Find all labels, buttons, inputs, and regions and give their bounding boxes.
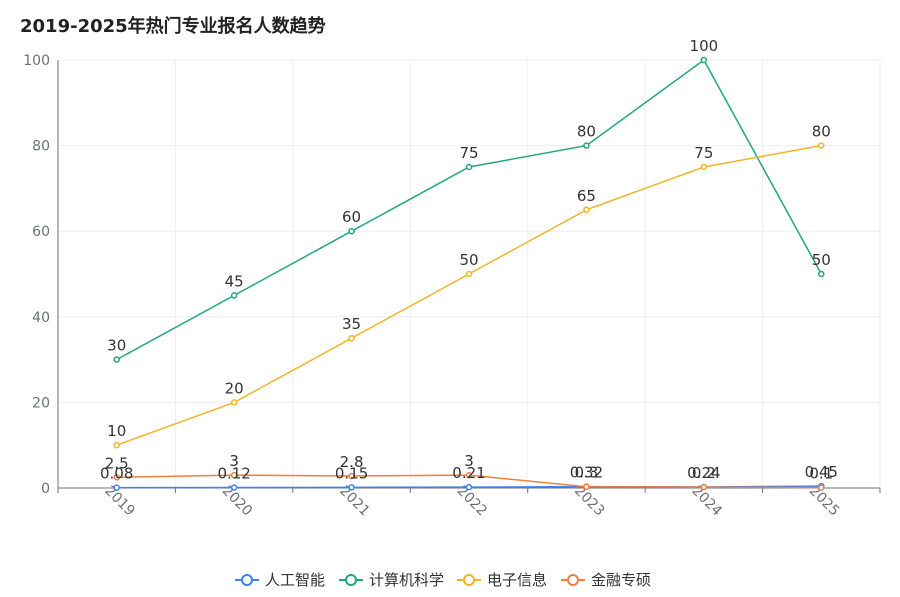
data-label: 100 xyxy=(690,37,719,55)
y-tick-label: 100 xyxy=(23,53,50,69)
data-label: 35 xyxy=(342,315,361,333)
data-point xyxy=(348,484,355,491)
data-label: 80 xyxy=(812,123,831,141)
data-point xyxy=(583,206,590,214)
data-point xyxy=(583,483,590,490)
data-label: 50 xyxy=(459,251,478,269)
data-label: 0.32 xyxy=(570,464,603,482)
data-label: 50 xyxy=(812,251,831,269)
y-tick-label: 0 xyxy=(41,481,50,497)
grid-lines xyxy=(57,59,881,488)
data-point xyxy=(700,483,708,491)
data-label: 20 xyxy=(225,379,244,397)
legend-marker-icon xyxy=(241,574,253,586)
legend-label: 金融专硕 xyxy=(591,571,651,589)
legend-item: 人工智能 xyxy=(235,571,325,589)
data-point xyxy=(348,227,355,235)
data-point xyxy=(818,484,825,491)
data-label: 75 xyxy=(694,144,713,162)
data-point xyxy=(465,270,473,278)
legend-item: 电子信息 xyxy=(457,571,547,589)
y-tick-label: 80 xyxy=(32,139,50,155)
legend-item: 计算机科学 xyxy=(339,571,444,589)
data-label: 10 xyxy=(107,422,126,440)
data-label: 0.1 xyxy=(809,465,833,483)
data-labels: 0.08 0.12 0.15 0.21 0.32 0.24 0.45 30 45 60 75 80 10… xyxy=(100,37,838,483)
legend-label: 计算机科学 xyxy=(369,571,444,589)
data-point xyxy=(230,484,238,491)
y-tick-label: 40 xyxy=(32,310,50,326)
data-label: 0.21 xyxy=(452,464,485,482)
data-label: 0.15 xyxy=(335,464,368,482)
data-point xyxy=(230,399,238,406)
data-label: 30 xyxy=(107,337,126,355)
legend-label: 人工智能 xyxy=(265,571,325,589)
data-point xyxy=(465,471,473,479)
data-label: 45 xyxy=(225,272,244,290)
series-points xyxy=(113,56,825,491)
data-label: 80 xyxy=(577,123,596,141)
data-label: 0.45 xyxy=(805,463,838,481)
data-label: 60 xyxy=(342,208,361,226)
legend: 人工智能 计算机科学 电子信息 金融专硕 xyxy=(235,571,651,589)
data-label: 0.2 xyxy=(692,464,716,482)
legend-marker-icon xyxy=(345,574,357,586)
data-label: 2.5 xyxy=(105,454,129,472)
data-point xyxy=(700,163,708,171)
data-point xyxy=(818,142,825,149)
data-point xyxy=(348,472,355,480)
data-label: 3 xyxy=(464,452,474,470)
series-line xyxy=(116,58,822,361)
data-label: 0.08 xyxy=(100,465,133,483)
data-label: 0.12 xyxy=(217,464,250,482)
data-point xyxy=(113,474,120,481)
data-point xyxy=(348,334,355,342)
data-point xyxy=(700,56,708,64)
data-point xyxy=(230,292,238,299)
y-tick-label: 60 xyxy=(32,224,50,240)
data-label: 2.8 xyxy=(340,453,364,471)
data-point xyxy=(113,484,120,491)
legend-marker-icon xyxy=(567,574,579,586)
data-label: 0.24 xyxy=(687,464,720,482)
data-label: 0.3 xyxy=(574,464,598,482)
legend-marker-icon xyxy=(463,574,475,586)
y-tick-label: 20 xyxy=(32,395,50,411)
series-line xyxy=(116,144,822,446)
legend-item: 金融专硕 xyxy=(561,571,651,589)
data-point xyxy=(818,270,825,278)
data-point xyxy=(465,163,473,171)
data-point xyxy=(465,483,473,491)
data-point xyxy=(113,356,120,363)
chart-title: 2019-2025年热门专业报名人数趋势 xyxy=(20,16,326,37)
data-label: 75 xyxy=(459,144,478,162)
data-point xyxy=(230,471,238,479)
data-label: 3 xyxy=(229,452,239,470)
legend-label: 电子信息 xyxy=(487,571,547,589)
data-point xyxy=(113,441,120,449)
data-point xyxy=(583,142,590,149)
data-label: 65 xyxy=(577,187,596,205)
